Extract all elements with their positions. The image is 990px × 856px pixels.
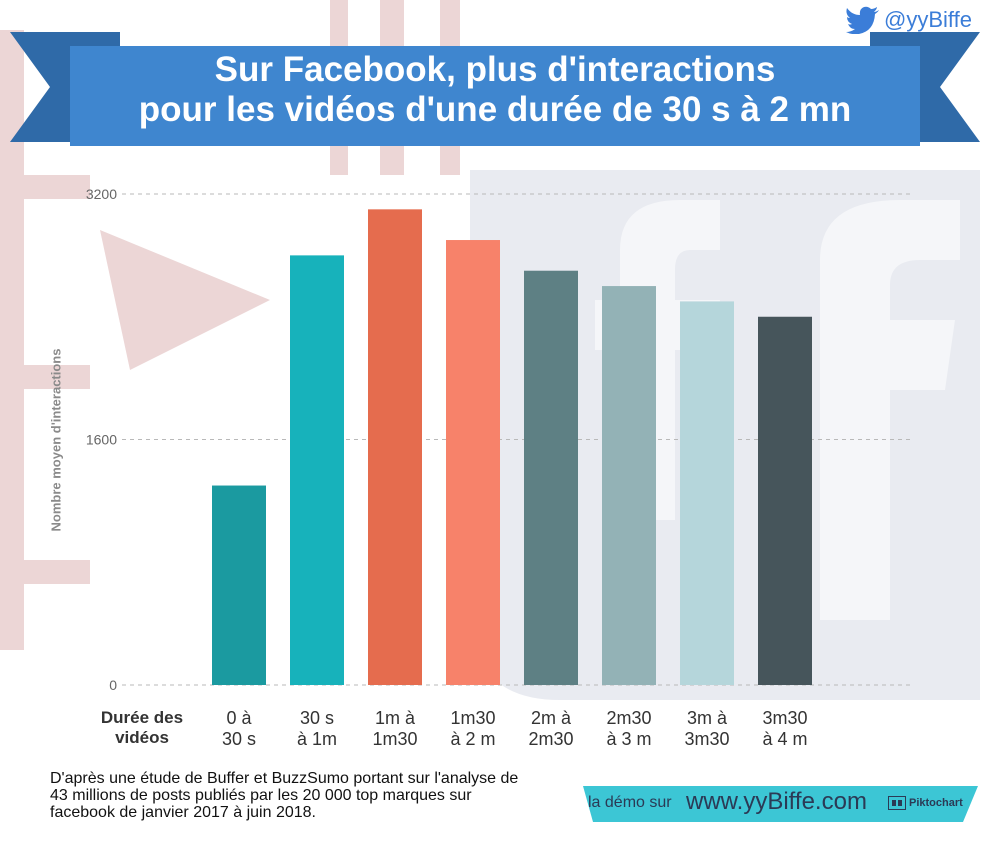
piktochart-logo: Piktochart (888, 796, 963, 810)
bar (758, 316, 812, 685)
bar (446, 240, 500, 685)
y-tick-label: 1600 (86, 432, 117, 448)
bar (290, 255, 344, 685)
site-link[interactable]: www.yyBiffe.com (686, 788, 867, 815)
title-banner (10, 32, 980, 146)
title-line-1: Sur Facebook, plus d'interactions (214, 50, 776, 89)
title-line-2: pour les vidéos d'une durée de 30 s à 2 … (138, 90, 852, 129)
twitter-bird-icon (846, 6, 880, 34)
bar (212, 485, 266, 685)
bar (524, 270, 578, 685)
x-tick-label: 30 s à 1m (296, 708, 338, 749)
piktochart-icon (888, 796, 906, 810)
y-tick-label: 0 (109, 677, 117, 693)
x-axis-label: Durée des vidéos (100, 708, 184, 747)
x-tick-label: 2m30 à 3 m (606, 708, 652, 749)
bar (368, 209, 422, 685)
demo-label: la démo sur (588, 794, 672, 811)
bar (680, 301, 734, 685)
x-tick-label: 0 à 30 s (221, 708, 257, 749)
x-tick-label: 1m30 à 2 m (450, 708, 496, 749)
x-tick-label: 3m à 3m30 (684, 708, 730, 749)
handle-text: @yyBiffe (884, 7, 972, 32)
x-tick-label: 2m à 2m30 (528, 708, 574, 749)
source-note: D'après une étude de Buffer et BuzzSumo … (50, 770, 519, 821)
banner-body (70, 46, 920, 146)
piktochart-label: Piktochart (909, 797, 963, 809)
y-tick-label: 3200 (86, 186, 117, 202)
x-tick-label: 3m30 à 4 m (762, 708, 808, 749)
page-title: Sur Facebook, plus d'interactions pour l… (70, 50, 920, 130)
y-axis-label: Nombre moyen d'interactions (48, 348, 64, 532)
x-tick-label: 1m à 1m30 (372, 708, 418, 749)
footer-band (583, 786, 978, 822)
bar (602, 286, 656, 685)
twitter-handle[interactable]: @yyBiffe (846, 6, 972, 34)
